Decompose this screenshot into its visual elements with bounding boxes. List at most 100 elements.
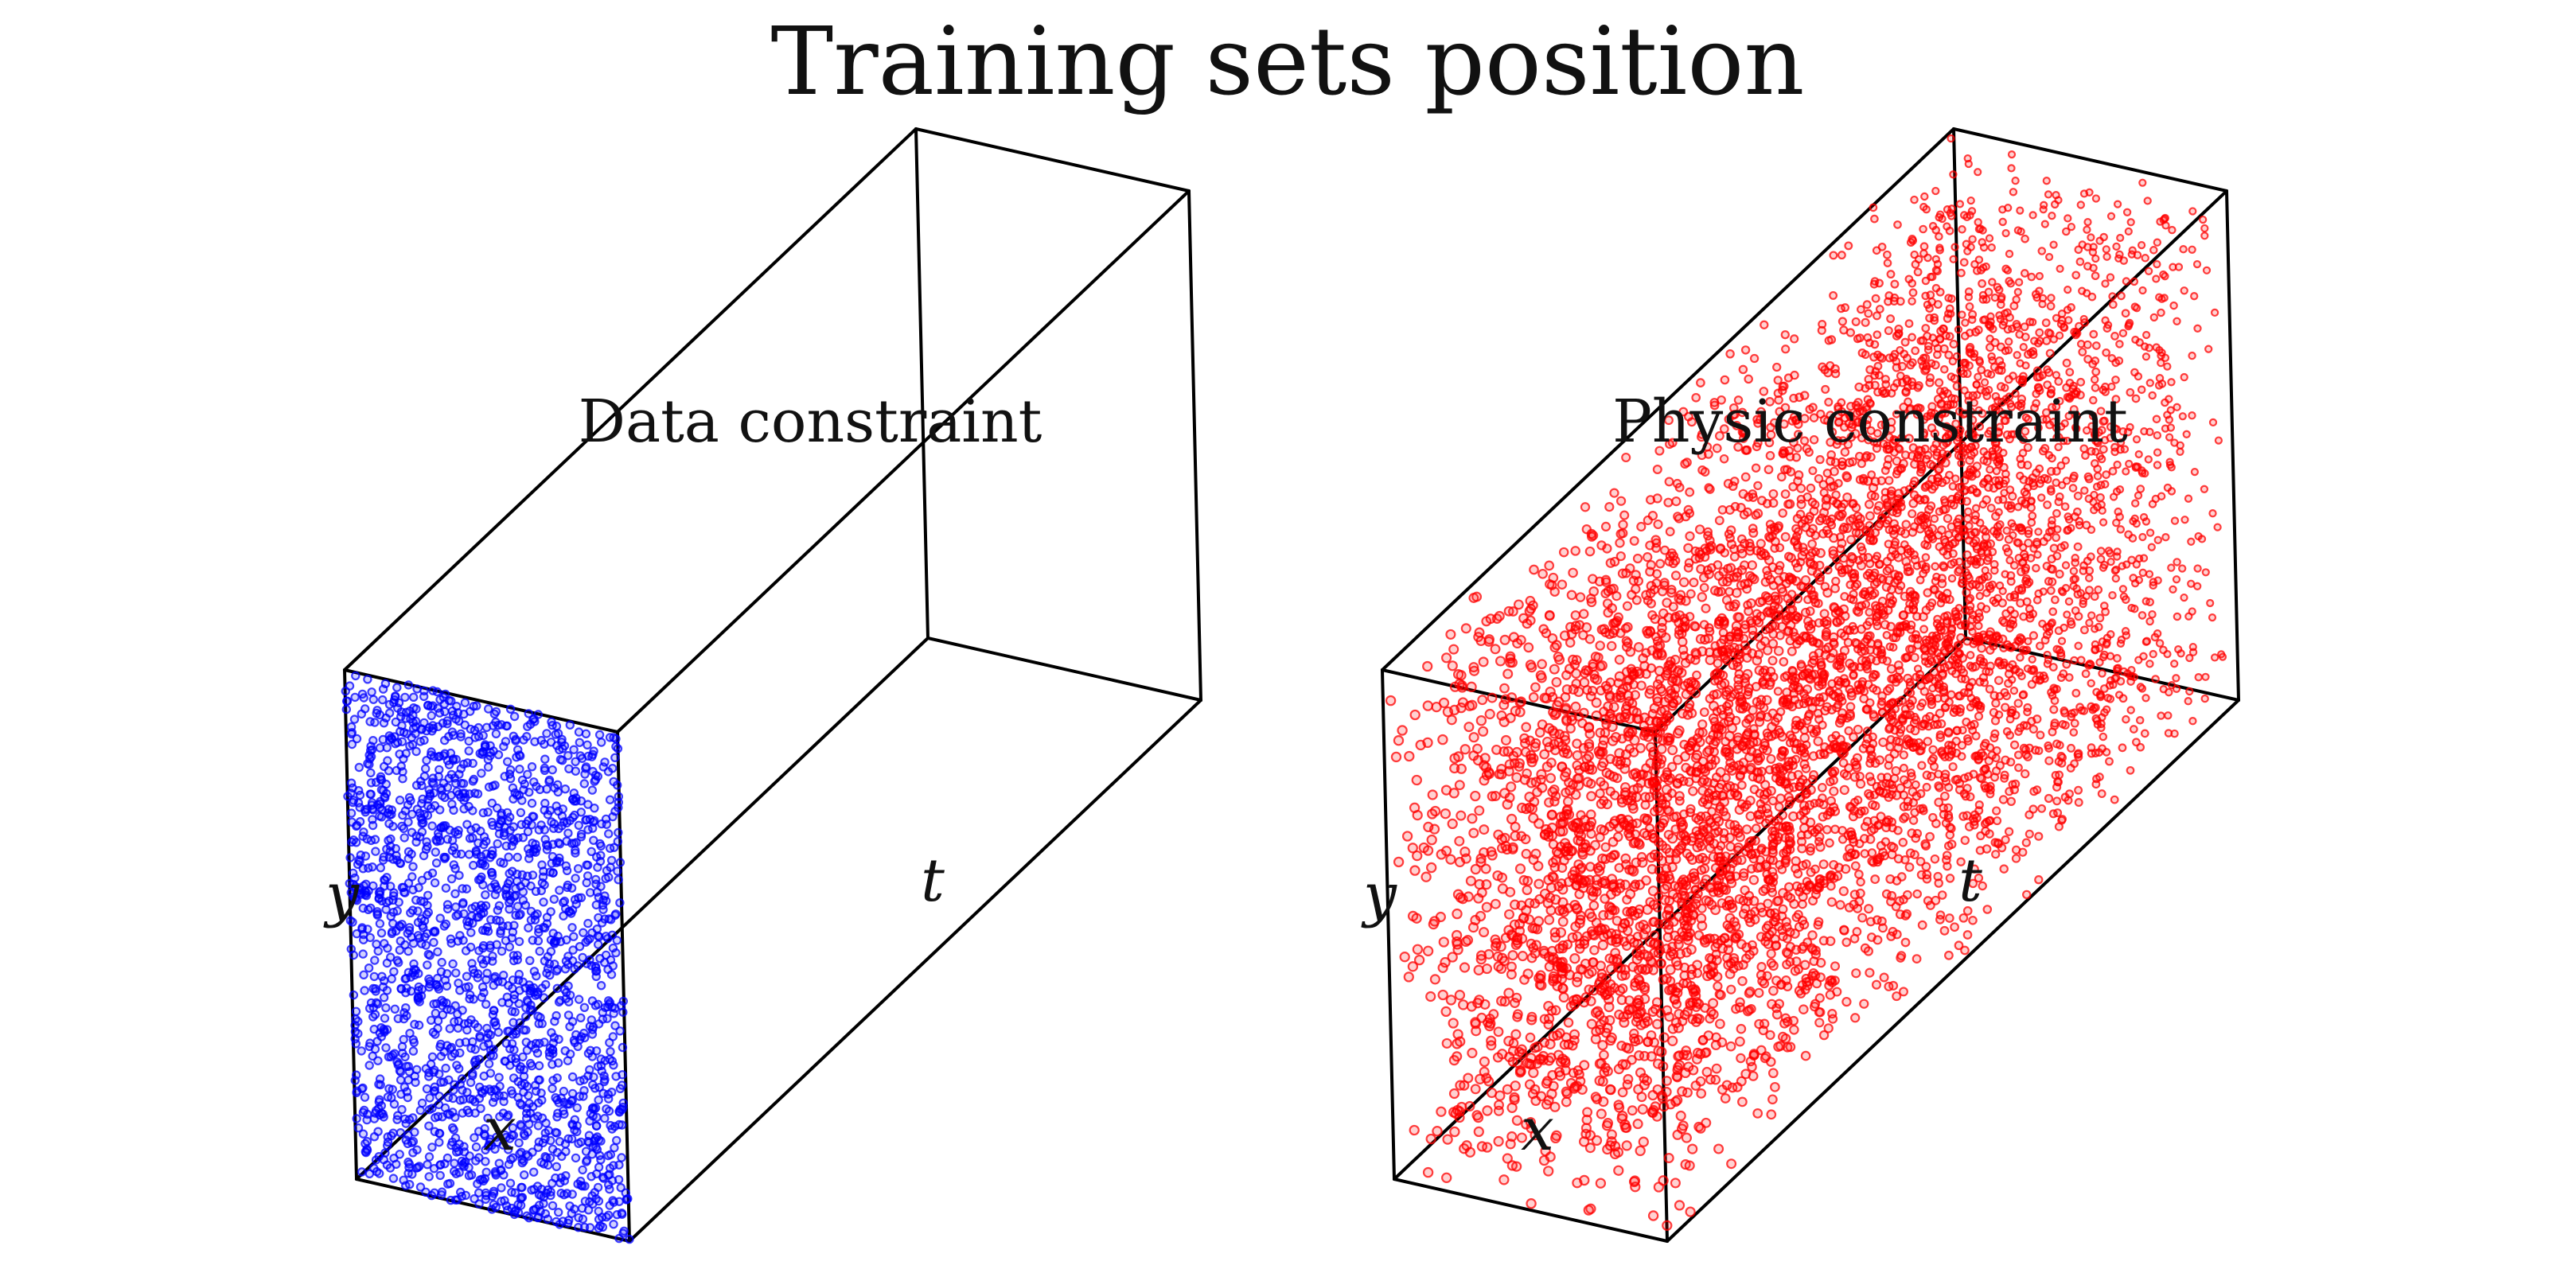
data-point xyxy=(1770,1081,1780,1092)
data-point xyxy=(2077,706,2087,715)
data-point xyxy=(1974,168,1982,177)
data-point xyxy=(388,1128,398,1138)
data-point xyxy=(448,1123,458,1133)
data-point xyxy=(510,1188,520,1197)
data-point xyxy=(482,968,492,978)
data-point xyxy=(2041,318,2051,328)
data-point xyxy=(374,888,384,897)
data-point xyxy=(1632,1119,1643,1130)
data-point xyxy=(444,760,454,769)
data-point xyxy=(428,773,438,783)
data-point xyxy=(2101,279,2110,288)
data-point xyxy=(2138,286,2147,295)
data-point xyxy=(540,923,550,933)
data-point xyxy=(2118,743,2127,753)
data-point xyxy=(2021,769,2030,779)
data-point xyxy=(381,1043,391,1053)
data-point xyxy=(1562,796,1573,807)
data-point xyxy=(1448,788,1459,799)
data-point xyxy=(384,766,394,776)
data-point xyxy=(1713,1143,1724,1154)
data-point xyxy=(1791,956,1802,967)
data-point xyxy=(1799,941,1809,952)
data-point xyxy=(516,808,526,818)
data-point xyxy=(1596,923,1606,933)
data-point xyxy=(516,909,525,919)
data-point xyxy=(2155,639,2165,648)
data-point xyxy=(1880,375,1890,384)
data-point xyxy=(497,808,506,818)
box-edge xyxy=(1952,127,2228,193)
data-point xyxy=(567,1209,577,1218)
data-point xyxy=(1846,535,1857,545)
data-point xyxy=(1632,553,1643,564)
data-point xyxy=(557,756,567,765)
data-point xyxy=(528,714,538,725)
data-point xyxy=(1641,875,1651,886)
data-point xyxy=(1614,1009,1624,1020)
data-point xyxy=(536,1013,545,1022)
data-point xyxy=(431,979,441,990)
data-point xyxy=(1697,903,1707,913)
data-point xyxy=(604,829,614,839)
data-point xyxy=(574,995,584,1004)
data-point xyxy=(1680,657,1691,668)
data-point xyxy=(553,729,563,738)
data-point xyxy=(2138,178,2147,187)
data-point xyxy=(1891,765,1901,777)
data-point xyxy=(548,1201,558,1211)
data-point xyxy=(1950,374,1959,383)
data-point xyxy=(609,1060,618,1070)
data-point xyxy=(505,942,515,952)
data-point xyxy=(363,925,372,934)
data-point xyxy=(2102,252,2111,261)
data-point xyxy=(488,820,497,831)
data-point xyxy=(1427,808,1438,819)
data-point xyxy=(363,759,372,769)
data-point xyxy=(2106,557,2115,566)
data-point xyxy=(508,975,518,985)
data-point xyxy=(1481,901,1492,913)
data-point xyxy=(1828,549,1839,559)
data-point xyxy=(2180,372,2188,382)
data-point xyxy=(615,1084,625,1094)
data-point xyxy=(1911,259,1920,269)
data-point xyxy=(1908,297,1916,306)
data-point xyxy=(600,757,610,767)
data-point xyxy=(458,884,467,893)
data-point xyxy=(583,1049,594,1058)
data-point xyxy=(590,775,601,784)
data-point xyxy=(2005,556,2014,565)
data-point xyxy=(399,833,409,843)
data-point xyxy=(376,862,385,873)
data-point xyxy=(540,1037,549,1047)
data-point xyxy=(2019,343,2028,352)
data-point xyxy=(540,1128,551,1138)
data-point xyxy=(523,827,533,837)
data-point xyxy=(500,827,509,838)
data-point xyxy=(350,692,360,703)
data-point xyxy=(1954,640,1963,650)
data-point xyxy=(1597,940,1608,951)
data-point xyxy=(447,835,458,845)
data-point xyxy=(515,986,524,995)
data-point xyxy=(381,779,391,789)
data-point xyxy=(411,746,421,757)
data-point xyxy=(1894,324,1904,334)
data-point xyxy=(1431,701,1442,713)
data-point xyxy=(470,788,480,798)
data-point xyxy=(1701,603,1711,613)
data-point xyxy=(1441,1037,1452,1049)
data-point xyxy=(477,769,486,778)
data-point xyxy=(2057,636,2067,645)
data-point xyxy=(501,721,511,731)
data-point xyxy=(380,882,389,891)
data-point xyxy=(421,940,431,950)
data-point xyxy=(2126,765,2135,775)
data-point xyxy=(370,1044,380,1054)
data-point xyxy=(2004,337,2013,346)
data-point xyxy=(462,1105,472,1115)
data-point xyxy=(383,756,392,765)
data-point xyxy=(1537,659,1547,670)
data-point xyxy=(1678,577,1689,588)
